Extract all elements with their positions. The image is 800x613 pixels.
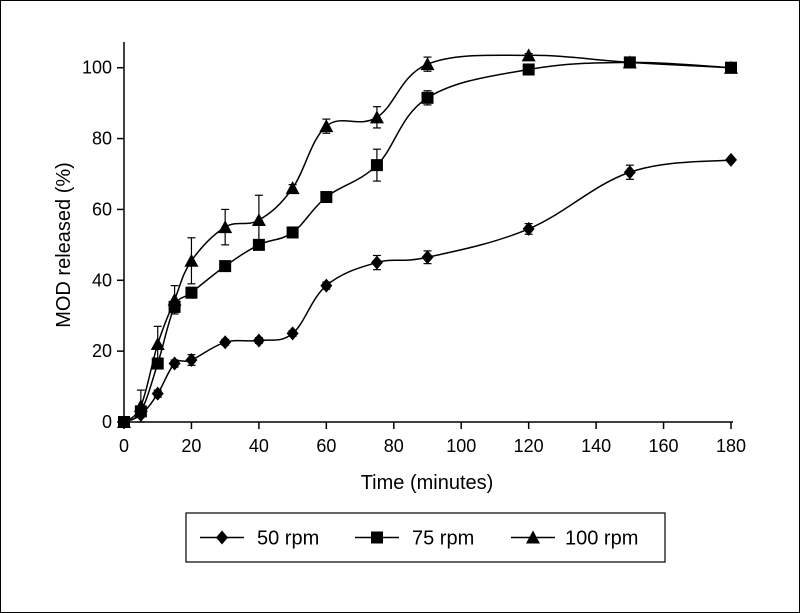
x-tick-label: 0 xyxy=(119,436,129,456)
data-point-triangle xyxy=(369,110,384,124)
data-point-diamond xyxy=(320,278,333,293)
x-tick-label: 180 xyxy=(716,436,746,456)
series-line-diamond xyxy=(123,159,732,423)
data-point-diamond xyxy=(219,335,232,350)
data-point-triangle xyxy=(117,415,131,428)
data-point-diamond xyxy=(522,221,535,236)
y-axis-label: MOD released (%) xyxy=(53,162,75,328)
data-point-diamond xyxy=(252,333,265,348)
y-tick-label: 0 xyxy=(102,412,112,432)
series-lines xyxy=(123,54,732,423)
data-markers xyxy=(117,48,738,429)
data-point-triangle xyxy=(724,60,738,74)
x-tick-label: 120 xyxy=(514,436,544,456)
legend-label-square: 75 rpm xyxy=(412,528,474,550)
legend-marker-triangle xyxy=(526,530,540,544)
legend-marker-square xyxy=(371,531,383,544)
data-point-square xyxy=(320,191,333,204)
legend-marker-diamond xyxy=(216,530,228,545)
data-point-triangle xyxy=(150,337,165,351)
data-point-diamond xyxy=(421,250,434,265)
y-tick-label: 80 xyxy=(92,129,112,149)
data-point-triangle xyxy=(420,57,435,71)
data-point-triangle xyxy=(251,213,266,227)
error-bars xyxy=(136,52,735,423)
y-tick-label: 60 xyxy=(92,199,112,219)
data-point-diamond xyxy=(370,255,383,270)
data-point-square xyxy=(370,159,383,172)
data-point-triangle xyxy=(218,220,233,234)
data-point-square xyxy=(421,91,434,104)
x-tick-label: 100 xyxy=(446,436,476,456)
x-tick-label: 160 xyxy=(649,436,679,456)
data-point-square xyxy=(151,357,164,370)
data-point-square xyxy=(252,238,265,251)
y-tick-label: 20 xyxy=(92,341,112,361)
series-line-square xyxy=(123,61,732,423)
axes: 0 20 40 60 80 100 120 140 160 180 0 20 40 60 80 100 xyxy=(82,42,746,456)
x-tick-label: 20 xyxy=(181,436,201,456)
data-point-triangle xyxy=(622,55,637,69)
data-point-diamond xyxy=(185,353,198,367)
legend: 50 rpm 75 rpm 100 rpm xyxy=(185,512,666,563)
data-point-triangle xyxy=(285,181,300,195)
data-point-diamond xyxy=(725,152,737,167)
x-tick-label: 60 xyxy=(316,436,336,456)
data-point-square xyxy=(185,286,198,299)
legend-label-triangle: 100 rpm xyxy=(565,528,638,550)
legend-label-diamond: 50 rpm xyxy=(257,528,319,550)
y-tick-label: 40 xyxy=(92,270,112,290)
data-point-triangle xyxy=(167,292,182,306)
data-point-triangle xyxy=(184,253,199,267)
data-point-triangle xyxy=(133,399,148,413)
x-tick-label: 80 xyxy=(384,436,404,456)
x-tick-label: 140 xyxy=(581,436,611,456)
data-point-square xyxy=(522,63,535,76)
data-point-diamond xyxy=(151,386,164,401)
data-point-diamond xyxy=(623,165,636,180)
series-line-triangle xyxy=(123,54,732,423)
data-point-diamond xyxy=(286,326,299,341)
legend-box xyxy=(185,512,666,563)
data-point-triangle xyxy=(521,48,536,62)
x-tick-label: 40 xyxy=(249,436,269,456)
data-point-diamond xyxy=(168,356,181,371)
x-axis-label: Time (minutes) xyxy=(361,472,494,494)
y-tick-label: 100 xyxy=(82,58,112,78)
data-point-square xyxy=(219,260,232,273)
data-point-square xyxy=(286,226,299,239)
data-point-triangle xyxy=(319,119,334,133)
